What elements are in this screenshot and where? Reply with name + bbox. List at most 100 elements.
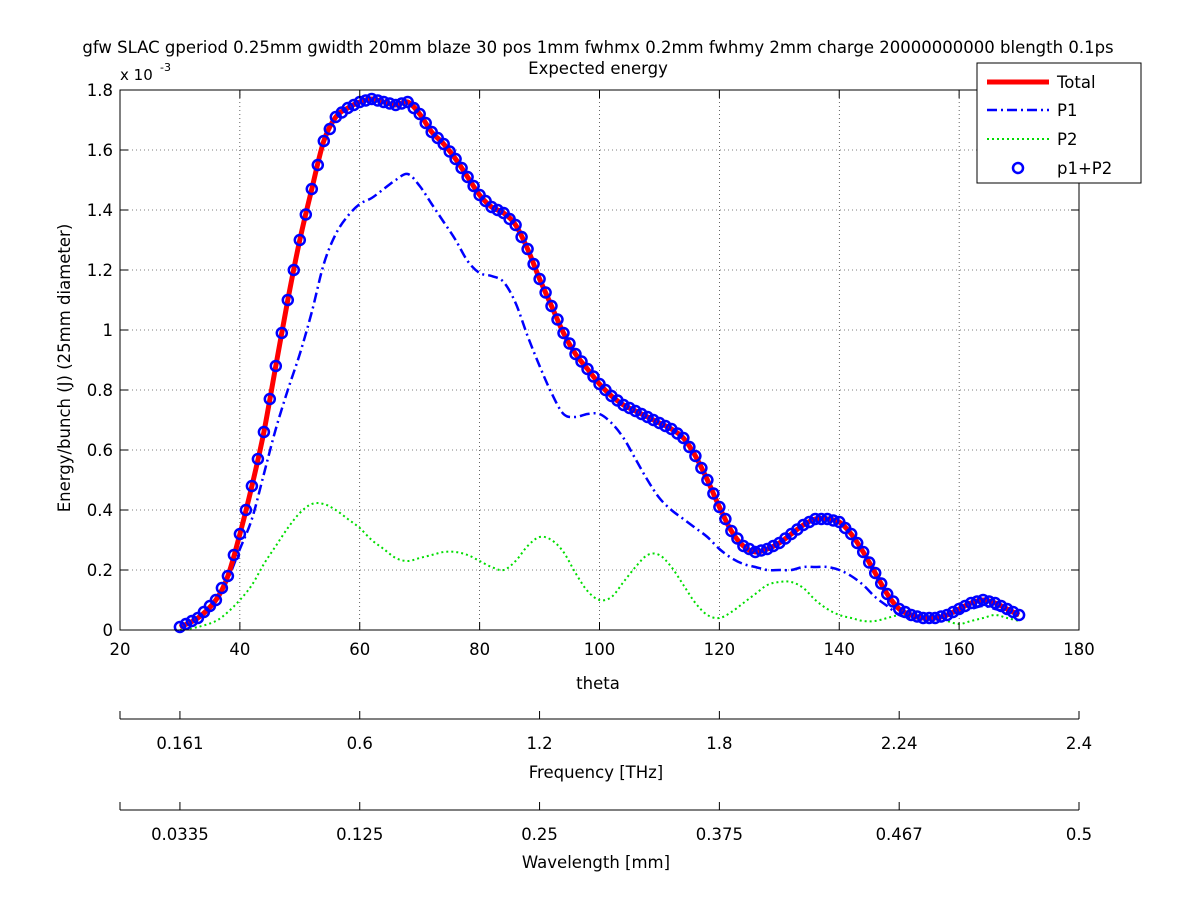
- data-point-p1p2: [389, 98, 402, 112]
- data-point-p1p2: [569, 347, 582, 361]
- wavelength-tick-label: 0.5: [1066, 825, 1092, 844]
- x-tick-label: 100: [584, 640, 616, 659]
- frequency-axis-ticks: 0.161 0.6 1.2 1.8 2.24 2.4: [119, 711, 1092, 753]
- wavelength-axis-ticks: 0.0335 0.125 0.25 0.375 0.467 0.5: [119, 802, 1092, 844]
- data-point-p1p2: [856, 545, 870, 559]
- y-tick-label: 0.2: [87, 561, 113, 580]
- y-axis-label: Energy/bunch (J) (25mm diameter): [55, 224, 74, 513]
- data-point-p1p2: [916, 611, 930, 625]
- data-point-p1p2: [713, 500, 726, 514]
- data-point-p1p2: [964, 596, 978, 610]
- data-point-p1p2: [767, 539, 780, 553]
- x-tick-label: 80: [469, 640, 490, 659]
- data-point-p1p2: [940, 608, 954, 622]
- x-axis-label: theta: [576, 674, 620, 693]
- data-point-p1p2: [821, 512, 834, 526]
- data-point-p1p2: [683, 440, 696, 454]
- data-point-p1p2: [958, 599, 972, 613]
- data-point-p1p2: [827, 514, 840, 527]
- data-point-p1p2: [341, 101, 355, 115]
- data-point-p1p2: [880, 587, 894, 601]
- y-tick-label: 1: [103, 321, 114, 340]
- data-point-p1p2: [647, 413, 660, 427]
- data-point-p1p2: [904, 608, 918, 622]
- data-point-p1p2: [719, 512, 732, 526]
- data-point-p1p2: [449, 152, 462, 166]
- data-point-p1p2: [587, 370, 600, 383]
- data-point-p1p2: [1000, 602, 1014, 616]
- data-point-p1p2: [293, 233, 307, 247]
- data-point-p1p2: [443, 145, 456, 158]
- data-point-p1p2: [227, 548, 241, 562]
- data-point-p1p2: [221, 569, 235, 583]
- data-point-p1p2: [239, 503, 253, 517]
- legend-swatch-p1p2: [1011, 161, 1025, 175]
- data-point-p1p2: [233, 527, 247, 541]
- y-tick-label: 0: [103, 621, 114, 640]
- legend-label-total: Total: [1056, 73, 1096, 92]
- y-tick-label: 0.4: [87, 501, 113, 520]
- data-point-p1p2: [898, 605, 912, 619]
- data-point-p1p2: [749, 545, 762, 559]
- data-point-p1p2: [952, 602, 966, 616]
- data-point-p1p2: [347, 98, 361, 112]
- wavelength-tick-label: 0.25: [521, 825, 558, 844]
- data-point-p1p2: [563, 337, 576, 350]
- data-point-p1p2: [1012, 608, 1026, 622]
- data-point-p1p2: [311, 158, 325, 172]
- data-point-p1p2: [305, 182, 319, 196]
- data-point-p1p2: [928, 611, 942, 625]
- y-tick-label: 0.8: [87, 381, 113, 400]
- x-tick-label: 120: [704, 640, 736, 659]
- data-point-p1p2: [185, 614, 199, 628]
- chart-title: gfw SLAC gperiod 0.25mm gwidth 20mm blaz…: [82, 38, 1113, 57]
- data-point-p1p2: [743, 542, 756, 556]
- data-point-p1p2: [179, 617, 193, 631]
- data-point-p1p2: [886, 595, 900, 608]
- y-exponent-base: x 10: [120, 66, 153, 84]
- y-exponent-power: -3: [160, 61, 171, 74]
- data-point-p1p2: [868, 566, 882, 580]
- data-point-p1p2: [281, 293, 295, 307]
- data-point-p1p2: [245, 479, 259, 493]
- legend-label-p1p2: p1+P2: [1057, 159, 1112, 178]
- data-point-p1p2: [173, 620, 187, 634]
- plot-area: 20 40 60 80 100 120 140 160 180 0 0.2 0.4 0.6 0.8 1 1.…: [87, 81, 1095, 659]
- legend-entry-p2: P2: [987, 130, 1077, 149]
- data-point-p1p2: [395, 97, 408, 110]
- data-point-p1p2: [509, 218, 522, 232]
- data-point-p1p2: [677, 431, 690, 445]
- data-point-p1p2: [251, 452, 265, 466]
- y-tick-label: 1.2: [87, 261, 113, 280]
- series-markers-p1p2: [173, 92, 1026, 634]
- legend-entry-p1p2: p1+P2: [1011, 159, 1112, 178]
- wavelength-tick-label: 0.0335: [151, 825, 209, 844]
- x-tick-label: 60: [349, 640, 370, 659]
- data-point-p1p2: [725, 524, 738, 538]
- data-point-p1p2: [215, 581, 229, 595]
- y-tick-label: 1.8: [87, 81, 113, 100]
- data-point-p1p2: [629, 404, 642, 418]
- data-point-p1p2: [485, 200, 498, 214]
- data-point-p1p2: [946, 605, 960, 619]
- wavelength-tick-label: 0.467: [876, 825, 923, 844]
- legend-label-p1: P1: [1057, 101, 1077, 120]
- data-point-p1p2: [287, 263, 301, 277]
- x-tick-label: 20: [110, 640, 131, 659]
- data-point-p1p2: [862, 556, 876, 569]
- frequency-axis-label: Frequency [THz]: [529, 763, 664, 782]
- frequency-axis: 0.161 0.6 1.2 1.8 2.24 2.4 Frequency [THz]: [119, 711, 1092, 782]
- data-point-p1p2: [371, 94, 384, 107]
- data-point-p1p2: [892, 602, 906, 616]
- data-point-p1p2: [317, 134, 331, 148]
- data-point-p1p2: [533, 272, 546, 286]
- data-point-p1p2: [263, 392, 277, 406]
- frequency-tick-label: 0.6: [347, 734, 373, 753]
- data-point-p1p2: [365, 92, 378, 106]
- data-point-p1p2: [988, 596, 1002, 610]
- data-point-p1p2: [934, 610, 948, 623]
- data-point-p1p2: [491, 203, 504, 217]
- x-tick-label: 140: [824, 640, 856, 659]
- frequency-tick-label: 1.2: [526, 734, 552, 753]
